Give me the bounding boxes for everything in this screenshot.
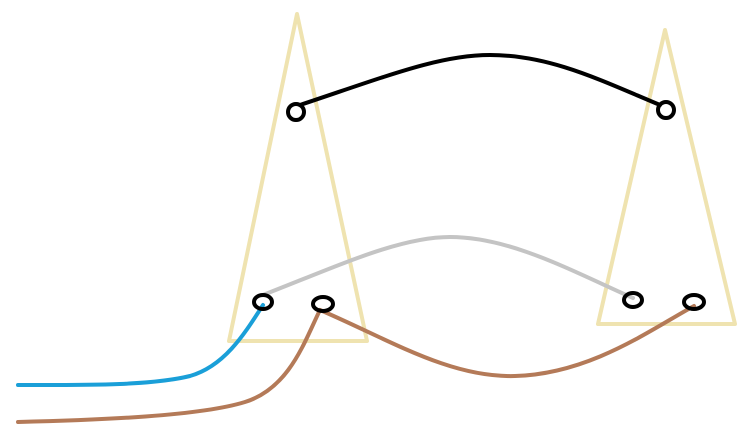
brown-wire-right xyxy=(318,304,696,379)
terminals xyxy=(252,100,706,313)
right-triangle xyxy=(596,28,737,326)
black-wire xyxy=(298,53,662,107)
terminal xyxy=(656,100,676,120)
blue-wire xyxy=(16,303,265,388)
terminal xyxy=(622,291,644,309)
diagram-shapes xyxy=(16,12,737,424)
terminal xyxy=(682,293,706,311)
terminal xyxy=(311,295,335,313)
brown-wire-left xyxy=(16,308,322,424)
gray-wire xyxy=(261,235,635,300)
left-triangle xyxy=(227,12,369,343)
terminal xyxy=(252,293,274,311)
terminal xyxy=(286,102,306,122)
